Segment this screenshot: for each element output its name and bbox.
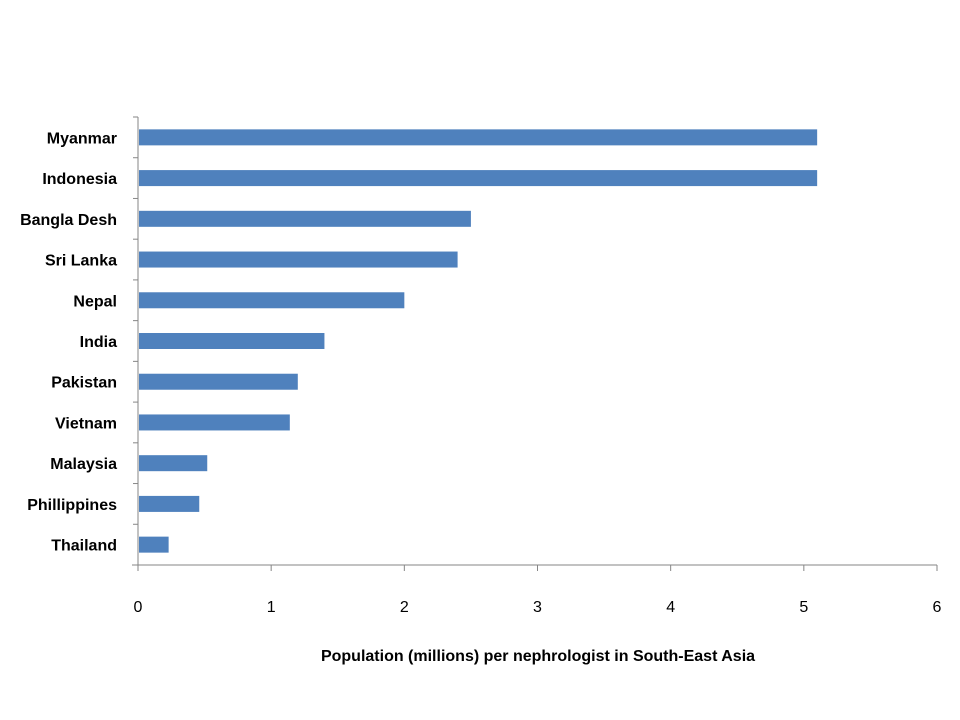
x-tick-label: 2 [400, 599, 409, 616]
axes [132, 116, 938, 571]
bar [139, 455, 208, 472]
x-tick-label: 6 [933, 599, 942, 616]
x-tick-label: 1 [267, 599, 276, 616]
category-label: Sri Lanka [45, 253, 117, 270]
bar [139, 251, 458, 268]
x-tick-label: 3 [533, 599, 542, 616]
category-labels: Myanmar Indonesia Bangla Desh Sri Lanka Nepa… [20, 130, 117, 554]
bar [139, 333, 325, 349]
category-label: Indonesia [42, 171, 117, 188]
category-label: Bangla Desh [20, 212, 117, 229]
bar [139, 373, 298, 390]
x-axis-label: Population (millions) per nephrologist i… [321, 648, 755, 665]
category-label: Thailand [51, 538, 117, 555]
bar [139, 210, 471, 227]
category-label: Nepal [73, 293, 117, 310]
x-tick-labels: 0 1 2 3 4 5 6 [134, 599, 942, 616]
x-tick-label: 5 [799, 599, 808, 616]
category-label: Malaysia [50, 456, 117, 473]
bar [139, 129, 818, 146]
x-tick-label: 4 [666, 599, 675, 616]
category-label: Pakistan [51, 375, 117, 392]
bar [139, 292, 405, 309]
category-label: Vietnam [55, 415, 117, 432]
bar [139, 414, 290, 431]
bar [139, 495, 200, 512]
x-tick-label: 0 [134, 599, 143, 616]
bar [139, 536, 169, 553]
bar [139, 170, 818, 187]
category-label: Myanmar [47, 130, 117, 147]
category-label: India [80, 334, 117, 351]
category-label: Phillippines [27, 497, 117, 514]
bars [139, 129, 818, 553]
